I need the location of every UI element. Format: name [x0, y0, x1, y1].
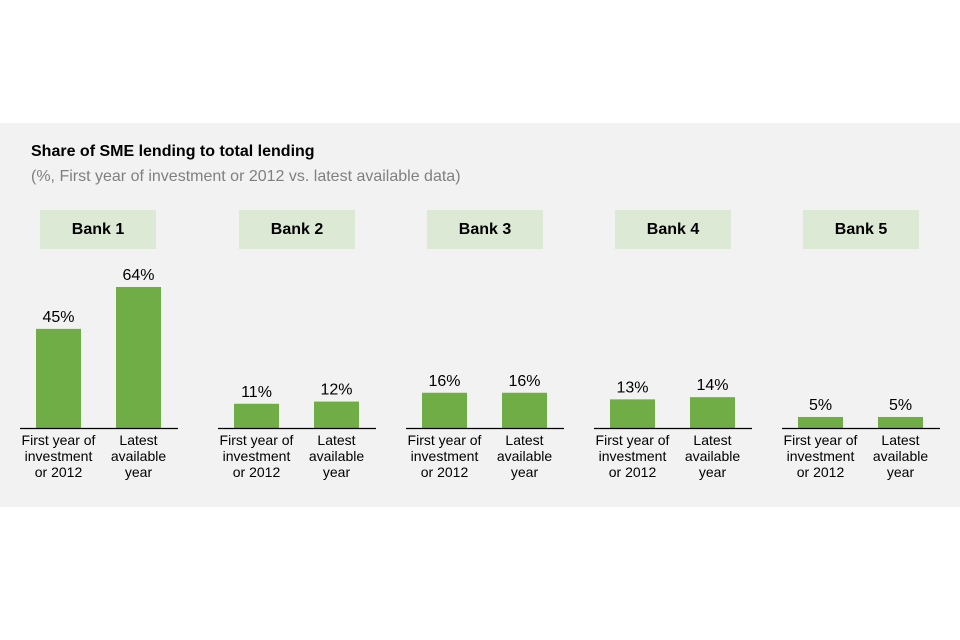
bar-bank-3-first-year	[422, 392, 467, 428]
value-label: 14%	[696, 377, 728, 394]
value-label: 5%	[889, 397, 912, 414]
bar-bank-3-latest	[502, 392, 547, 428]
category-label: First year of investment or 2012	[22, 432, 96, 480]
bar-bank-2-first-year	[234, 403, 279, 428]
category-label: Latest available year	[497, 432, 552, 480]
category-label: First year of investment or 2012	[220, 432, 294, 480]
value-label: 45%	[42, 309, 74, 326]
bar-bank-4-first-year	[610, 399, 655, 428]
bar-bank-1-latest	[116, 287, 161, 428]
chart-title: Share of SME lending to total lending	[31, 143, 315, 160]
chart-subtitle: (%, First year of investment or 2012 vs.…	[31, 168, 461, 185]
bar-bank-4-latest	[690, 397, 735, 428]
value-label: 5%	[809, 397, 832, 414]
value-label: 12%	[320, 382, 352, 399]
bar-bank-2-latest	[314, 401, 359, 428]
category-label: Latest available year	[685, 432, 740, 480]
bank-2-label: Bank 2	[239, 210, 355, 249]
category-label: Latest available year	[873, 432, 928, 480]
category-label: First year of investment or 2012	[784, 432, 858, 480]
bank-5-label: Bank 5	[803, 210, 919, 249]
bar-bank-5-first-year	[798, 416, 843, 428]
bank-4-label: Bank 4	[615, 210, 731, 249]
bar-bank-1-first-year	[36, 328, 81, 428]
value-label: 13%	[616, 379, 648, 396]
bar-bank-5-latest	[878, 416, 923, 428]
category-label: First year of investment or 2012	[408, 432, 482, 480]
value-label: 64%	[122, 267, 154, 284]
category-label: Latest available year	[111, 432, 166, 480]
bank-3-label: Bank 3	[427, 210, 543, 249]
category-label: Latest available year	[309, 432, 364, 480]
bank-1-label: Bank 1	[40, 210, 156, 249]
value-label: 16%	[428, 373, 460, 390]
value-label: 16%	[508, 373, 540, 390]
category-label: First year of investment or 2012	[596, 432, 670, 480]
value-label: 11%	[241, 384, 272, 401]
